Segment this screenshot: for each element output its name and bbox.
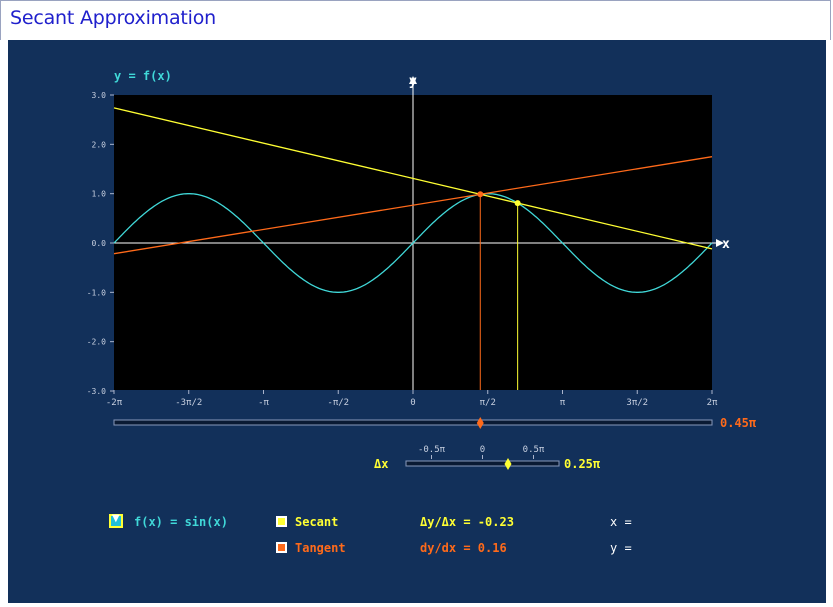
dx-slider-value: 0.25π xyxy=(564,457,601,471)
x-slider-thumb[interactable] xyxy=(476,417,484,429)
y-tick-label: -2.0 xyxy=(87,338,106,347)
dx-slider[interactable] xyxy=(405,458,560,470)
axis-ticks: 3.0 2.0 1.0 0.0 -1.0 -2.0 -3.0-2π -3π/2 -π -π/2 0 π… xyxy=(87,91,718,408)
main-panel: 3.0 2.0 1.0 0.0 -1.0 -2.0 -3.0 -2π -3π/2 -π -π/2 0 π… xyxy=(8,40,826,603)
dx-slider-ticks: -0.5π 0 0.5π xyxy=(418,445,545,459)
tangent-checkbox[interactable] xyxy=(276,542,287,553)
tangent-line xyxy=(113,156,713,255)
function-curve xyxy=(113,193,713,293)
x-axis-arrow-icon xyxy=(716,239,724,247)
x-tick-label: 0 xyxy=(410,398,415,408)
x-tick-label: 2π xyxy=(707,398,718,408)
y-tick-label: -3.0 xyxy=(87,387,106,396)
secant-checkbox[interactable] xyxy=(276,516,287,527)
dx-label: Δx xyxy=(374,457,388,471)
y-tick-label: 2.0 xyxy=(92,140,107,149)
y-tick-label: 3.0 xyxy=(92,91,107,100)
y-axis-label: y xyxy=(409,74,417,89)
x-tick-label: -3π/2 xyxy=(175,398,202,408)
secant-line xyxy=(113,107,713,250)
x-tick-label: π/2 xyxy=(480,398,496,408)
x-axis-label: x xyxy=(722,237,730,252)
secant-point xyxy=(514,200,521,207)
x-slider[interactable] xyxy=(113,417,713,429)
secant-label: Secant xyxy=(295,515,339,529)
tangent-slope-readout: dy/dx = 0.16 xyxy=(420,541,507,555)
graph-area: 3.0 2.0 1.0 0.0 -1.0 -2.0 -3.0-2π -3π/2 -π -π/2 0 π… xyxy=(87,69,757,471)
dx-tick-label: 0 xyxy=(480,445,485,455)
function-dropdown-button[interactable]: ▼ xyxy=(109,513,123,528)
x-slider-value: 0.45π xyxy=(720,416,757,430)
tangent-label: Tangent xyxy=(295,541,346,555)
x-tick-label: -π/2 xyxy=(327,398,349,408)
x-readout: x = xyxy=(610,515,632,529)
plot-layer xyxy=(113,107,713,390)
dx-tick-label: 0.5π xyxy=(523,445,545,455)
y-tick-label: 1.0 xyxy=(92,190,107,199)
function-select-value[interactable]: f(x) = sin(x) xyxy=(134,515,228,529)
y-tick-label: -1.0 xyxy=(87,288,106,297)
y-readout: y = xyxy=(610,541,632,555)
secant-slope-readout: Δy/Δx = -0.23 xyxy=(420,515,514,529)
window-title: Secant Approximation xyxy=(10,7,216,29)
x-slider-track[interactable] xyxy=(113,419,713,426)
y-axis-arrow-icon xyxy=(409,76,417,84)
chevron-down-icon: ▼ xyxy=(112,513,120,524)
x-tick-label: 3π/2 xyxy=(626,398,648,408)
title-bar: Secant Approximation xyxy=(0,0,831,40)
dx-slider-track[interactable] xyxy=(405,460,560,467)
x-tick-label: -π xyxy=(258,398,269,408)
y-tick-label: 0.0 xyxy=(92,239,107,248)
dx-slider-thumb[interactable] xyxy=(504,458,512,470)
function-label: y = f(x) xyxy=(114,69,172,83)
tangent-point xyxy=(477,191,484,198)
x-tick-label: π xyxy=(560,398,566,408)
dx-tick-label: -0.5π xyxy=(418,445,446,455)
x-tick-label: -2π xyxy=(106,398,123,408)
